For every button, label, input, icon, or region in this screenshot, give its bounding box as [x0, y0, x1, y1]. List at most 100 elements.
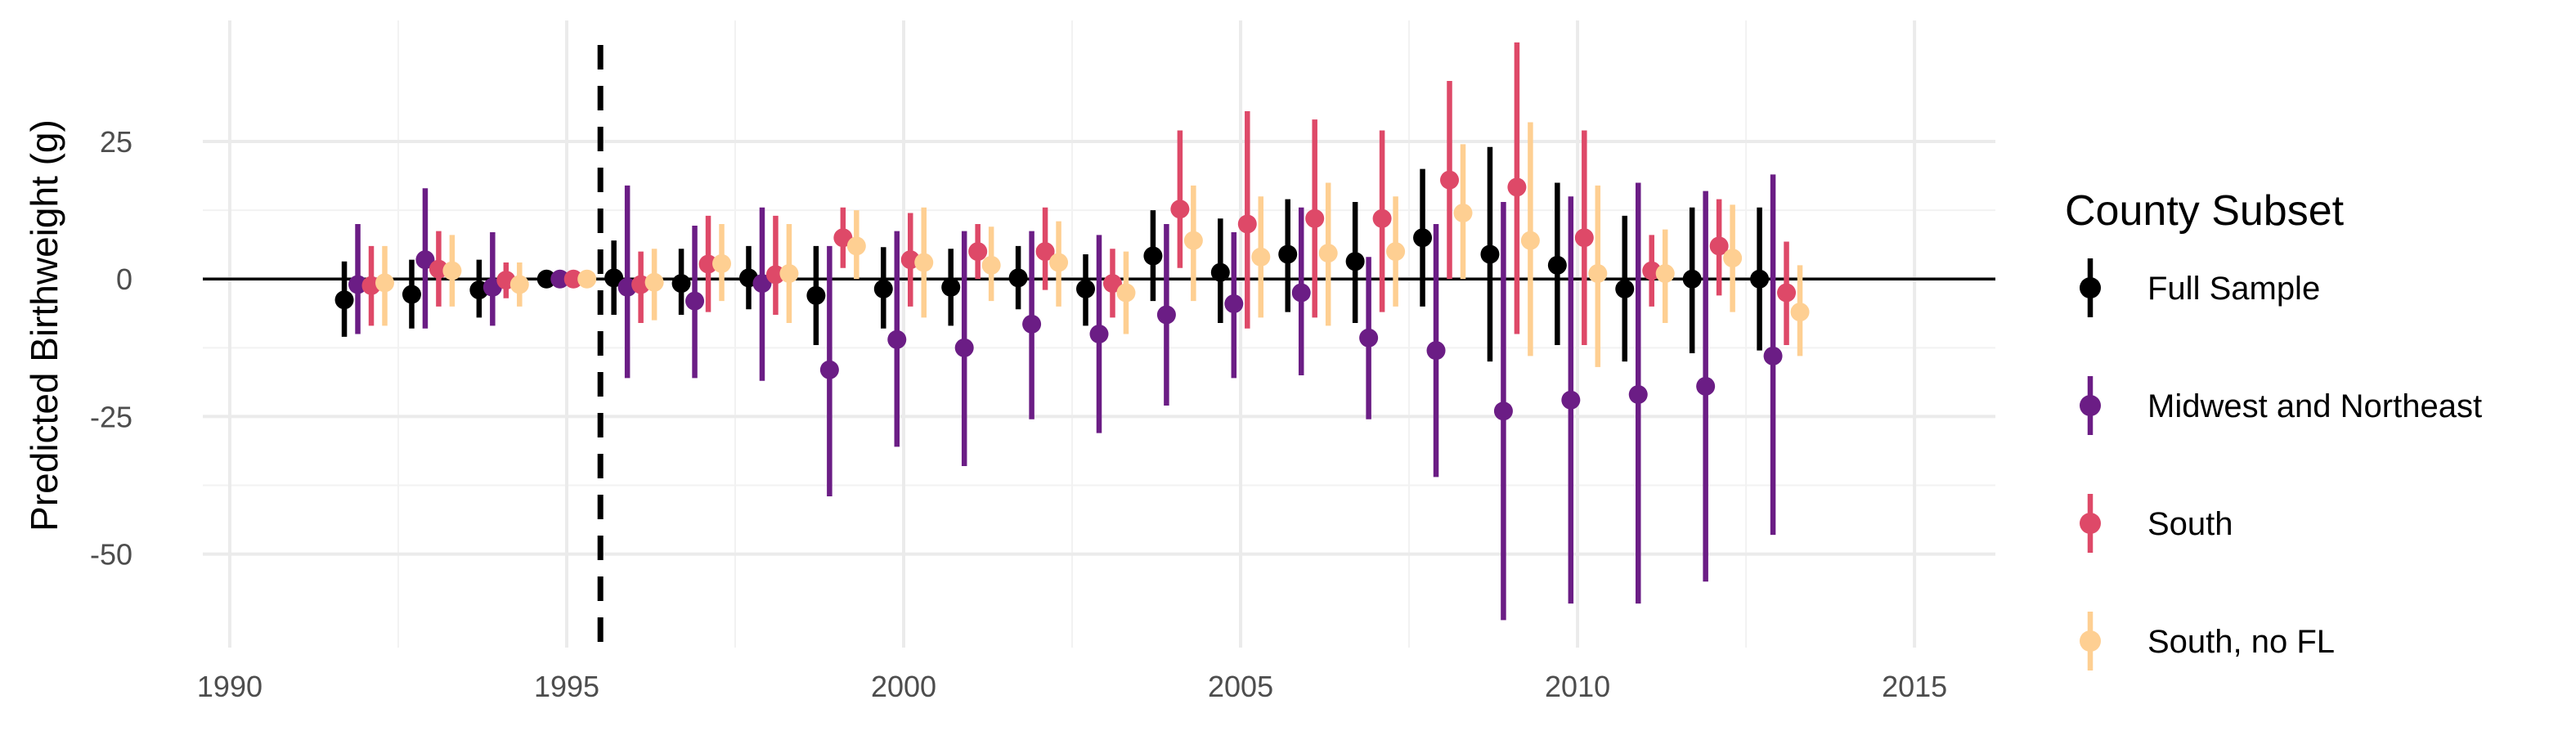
data-point	[1305, 209, 1325, 228]
data-point	[1480, 244, 1500, 264]
data-point	[1628, 385, 1648, 405]
data-point	[685, 291, 705, 311]
data-point	[1547, 255, 1567, 275]
data-point	[577, 269, 597, 289]
data-point	[1750, 269, 1770, 289]
legend-key-point	[2080, 277, 2101, 298]
data-point	[1318, 244, 1338, 263]
data-point	[375, 273, 394, 293]
data-point	[1183, 231, 1203, 250]
data-point	[334, 290, 354, 310]
data-point	[1520, 231, 1540, 250]
data-point	[1413, 228, 1433, 248]
y-tick-label: 0	[116, 262, 132, 296]
data-point	[1790, 303, 1810, 322]
data-point	[1291, 283, 1311, 303]
data-point	[1156, 305, 1176, 325]
data-point	[806, 285, 826, 305]
series-full-sample	[334, 146, 1770, 362]
data-point	[1089, 325, 1109, 343]
data-point	[873, 279, 893, 298]
data-point	[819, 360, 839, 379]
data-point	[1507, 177, 1527, 197]
data-point	[981, 255, 1001, 275]
x-tick-label: 2015	[1882, 670, 1947, 703]
legend-item: South, no FL	[2080, 612, 2335, 670]
legend-item: South	[2080, 494, 2233, 553]
data-point	[1102, 274, 1122, 294]
legend-item: Full Sample	[2080, 258, 2320, 317]
data-point	[1763, 346, 1783, 366]
data-point	[1655, 263, 1675, 283]
data-point	[914, 253, 934, 272]
data-point	[833, 228, 853, 248]
data-point	[1574, 228, 1594, 248]
legend-title: County Subset	[2065, 187, 2345, 235]
data-point	[442, 261, 462, 280]
legend-key-point	[2080, 630, 2101, 652]
data-series-layer	[334, 42, 1810, 621]
data-point	[846, 236, 866, 256]
data-point	[402, 285, 421, 304]
data-point	[1022, 314, 1042, 334]
data-point	[968, 242, 988, 262]
data-point	[1224, 294, 1244, 313]
series-south	[361, 42, 1797, 345]
data-point	[954, 338, 974, 357]
data-point	[1709, 236, 1729, 256]
x-tick-label: 2000	[871, 670, 936, 703]
series-midwest-and-northeast	[348, 174, 1783, 621]
legend-label: Midwest and Northeast	[2147, 388, 2482, 424]
data-point	[1588, 263, 1608, 283]
axis-layer: Predicted Birthweight (g) 1990 1995 2000 20…	[23, 119, 1947, 703]
y-tick-label: 25	[100, 125, 132, 159]
data-point	[563, 269, 583, 289]
data-point	[712, 253, 732, 273]
data-point	[550, 269, 570, 289]
data-point	[752, 274, 772, 294]
data-point	[698, 254, 718, 274]
series-south-no-fl	[375, 122, 1810, 367]
data-point	[1615, 279, 1635, 298]
data-point	[1723, 249, 1743, 268]
data-point	[1076, 279, 1096, 298]
data-point	[1116, 283, 1136, 303]
data-point	[1251, 247, 1271, 267]
legend-key-point	[2080, 395, 2101, 416]
data-point	[1008, 268, 1028, 288]
y-axis-title: Predicted Birthweight (g)	[23, 119, 65, 531]
legend-item: Midwest and Northeast	[2080, 376, 2482, 435]
data-point	[644, 272, 664, 292]
x-tick-label: 1995	[534, 670, 599, 703]
legend-label: Full Sample	[2147, 271, 2320, 307]
data-point	[1049, 253, 1069, 272]
legend-label: South	[2147, 506, 2233, 542]
x-tick-label: 2010	[1545, 670, 1610, 703]
legend: County Subset Full Sample Midwest and Nor…	[2065, 187, 2482, 670]
data-point	[1426, 341, 1446, 361]
data-point	[1696, 376, 1716, 396]
data-point	[604, 268, 624, 288]
data-point	[1035, 242, 1055, 262]
data-point	[348, 275, 368, 294]
data-point	[1170, 200, 1190, 219]
data-point	[887, 330, 907, 349]
data-point	[536, 269, 556, 289]
data-point	[1278, 244, 1298, 264]
data-point	[1440, 170, 1460, 190]
data-point	[1237, 214, 1257, 234]
y-tick-label: -25	[90, 400, 132, 433]
data-point	[1493, 401, 1513, 421]
data-point	[1372, 209, 1392, 228]
data-point	[509, 275, 529, 294]
data-point	[1210, 262, 1230, 282]
y-tick-label: -50	[90, 538, 132, 572]
data-point	[415, 250, 435, 270]
data-point	[1561, 390, 1581, 410]
data-point	[779, 263, 799, 283]
data-point	[1386, 242, 1406, 262]
data-point	[671, 274, 691, 294]
legend-label: South, no FL	[2147, 624, 2335, 660]
data-point	[1345, 252, 1365, 271]
